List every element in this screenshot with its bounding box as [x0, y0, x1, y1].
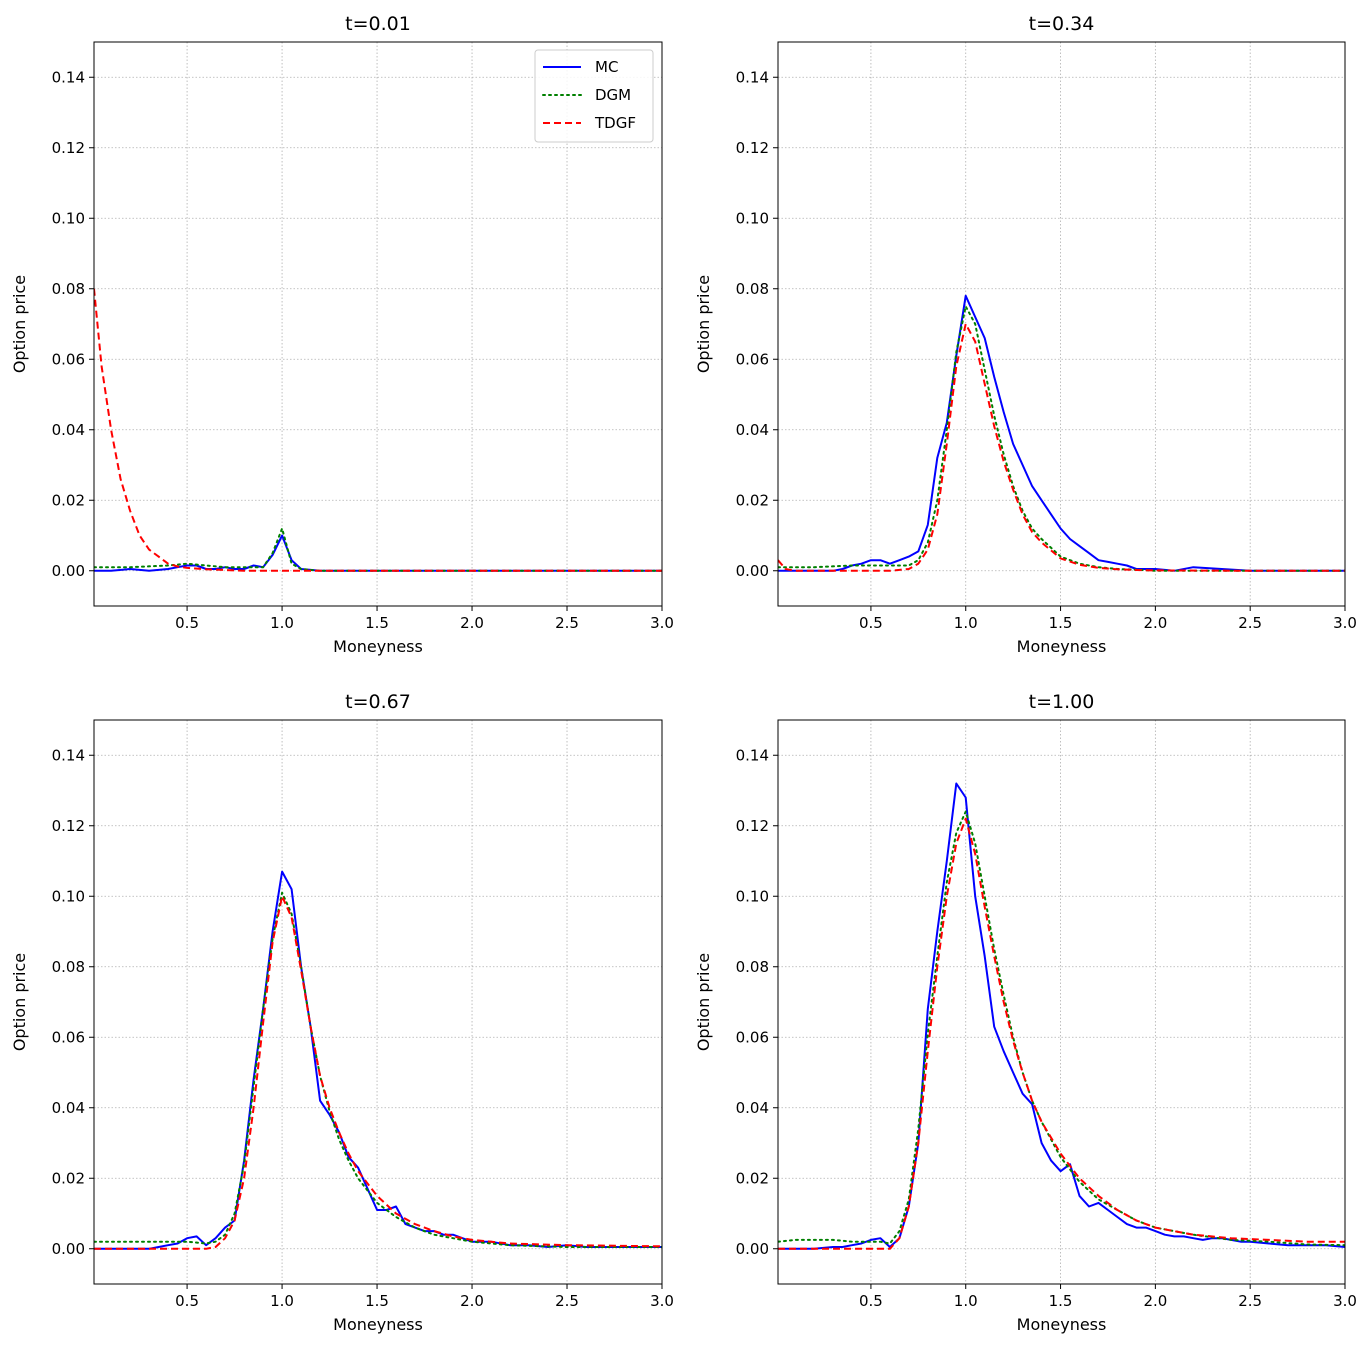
x-tick-label: 1.5	[1049, 1292, 1073, 1310]
y-tick-label: 0.08	[736, 958, 769, 976]
y-tick-label: 0.10	[52, 209, 85, 227]
legend-label-dgm: DGM	[595, 86, 631, 104]
y-tick-label: 0.12	[736, 817, 769, 835]
series-line-dgm	[778, 305, 1345, 572]
legend-label-tdgf: TDGF	[594, 114, 636, 132]
chart-panel-1: 0.5 1.0 1.5 2.0 2.5 3.0 0.00 0.02 0.04 0.06 0.08 0.…	[694, 13, 1357, 656]
series-line-dgm	[778, 810, 1345, 1247]
y-tick-label: 0.10	[736, 209, 769, 227]
x-axis-label: Moneyness	[1017, 637, 1107, 656]
y-tick-label: 0.04	[52, 421, 85, 439]
axes-frame	[93, 719, 663, 1285]
x-tick-label: 0.5	[175, 614, 199, 632]
y-tick-label: 0.08	[736, 280, 769, 298]
x-tick-label: 0.5	[859, 614, 883, 632]
x-tick-label: 0.5	[859, 1292, 883, 1310]
x-tick-label: 1.5	[365, 1292, 389, 1310]
y-axis-label: Option price	[694, 953, 713, 1051]
y-tick-label: 0.12	[52, 139, 85, 157]
series-line-tdgf	[94, 288, 662, 572]
y-tick-label: 0.00	[736, 562, 769, 580]
y-tick-label: 0.06	[52, 1028, 85, 1046]
x-tick-label: 2.0	[1143, 614, 1167, 632]
x-tick-label: 3.0	[1333, 1292, 1357, 1310]
legend-label-mc: MC	[595, 58, 618, 76]
series-line-dgm	[94, 527, 662, 572]
axes-frame	[777, 719, 1346, 1285]
y-tick-label: 0.06	[736, 350, 769, 368]
x-tick-label: 1.0	[954, 1292, 978, 1310]
axes-frame	[93, 41, 663, 607]
x-tick-label: 0.5	[175, 1292, 199, 1310]
chart-panel-0: 0.5 1.0 1.5 2.0 2.5 3.0 0.00 0.02 0.04 0.06 0.08 0.…	[10, 13, 674, 656]
y-tick-label: 0.08	[52, 958, 85, 976]
y-tick-label: 0.08	[52, 280, 85, 298]
x-tick-label: 1.5	[365, 614, 389, 632]
series-line-dgm	[94, 891, 662, 1248]
y-tick-label: 0.02	[52, 1169, 85, 1187]
panel-title: t=0.67	[345, 691, 411, 713]
x-axis-label: Moneyness	[333, 637, 423, 656]
y-tick-label: 0.06	[736, 1028, 769, 1046]
series-line-mc	[94, 870, 662, 1250]
x-axis-label: Moneyness	[333, 1315, 423, 1334]
y-tick-label: 0.00	[52, 562, 85, 580]
x-tick-label: 1.0	[954, 614, 978, 632]
y-tick-label: 0.10	[736, 887, 769, 905]
y-tick-label: 0.00	[52, 1240, 85, 1258]
x-tick-label: 3.0	[650, 1292, 674, 1310]
y-tick-label: 0.14	[52, 68, 85, 86]
x-tick-label: 1.5	[1049, 614, 1073, 632]
chart-panel-3: 0.5 1.0 1.5 2.0 2.5 3.0 0.00 0.02 0.04 0.06 0.08 0.…	[694, 691, 1357, 1334]
x-tick-label: 2.5	[555, 614, 579, 632]
x-tick-label: 2.5	[1238, 614, 1262, 632]
y-tick-label: 0.14	[52, 746, 85, 764]
panel-title: t=1.00	[1029, 691, 1095, 713]
y-tick-label: 0.04	[736, 1099, 769, 1117]
x-axis-label: Moneyness	[1017, 1315, 1107, 1334]
y-tick-label: 0.14	[736, 746, 769, 764]
y-tick-label: 0.14	[736, 68, 769, 86]
series-line-mc	[778, 782, 1345, 1250]
y-tick-label: 0.12	[52, 817, 85, 835]
y-tick-label: 0.12	[736, 139, 769, 157]
axes-frame	[777, 41, 1346, 607]
y-axis-label: Option price	[10, 275, 29, 373]
series-line-tdgf	[778, 817, 1345, 1250]
y-axis-label: Option price	[694, 275, 713, 373]
y-tick-label: 0.04	[52, 1099, 85, 1117]
series-line-tdgf	[778, 323, 1345, 572]
x-tick-label: 2.5	[1238, 1292, 1262, 1310]
x-tick-label: 2.0	[1143, 1292, 1167, 1310]
series-line-mc	[778, 294, 1345, 572]
y-tick-label: 0.04	[736, 421, 769, 439]
series-line-mc	[94, 534, 662, 572]
x-tick-label: 2.0	[460, 1292, 484, 1310]
x-tick-label: 2.5	[555, 1292, 579, 1310]
x-tick-label: 2.0	[460, 614, 484, 632]
x-tick-label: 1.0	[270, 1292, 294, 1310]
y-tick-label: 0.06	[52, 350, 85, 368]
y-tick-label: 0.02	[52, 491, 85, 509]
series-line-tdgf	[94, 895, 662, 1250]
y-tick-label: 0.02	[736, 491, 769, 509]
y-axis-label: Option price	[10, 953, 29, 1051]
y-tick-label: 0.10	[52, 887, 85, 905]
x-tick-label: 3.0	[650, 614, 674, 632]
panel-title: t=0.34	[1029, 13, 1095, 35]
x-tick-label: 3.0	[1333, 614, 1357, 632]
y-tick-label: 0.02	[736, 1169, 769, 1187]
legend: MC DGM TDGF	[534, 49, 654, 143]
x-tick-label: 1.0	[270, 614, 294, 632]
panel-title: t=0.01	[345, 13, 411, 35]
legend-box	[534, 49, 654, 143]
chart-panel-2: 0.5 1.0 1.5 2.0 2.5 3.0 0.00 0.02 0.04 0.06 0.08 0.…	[10, 691, 674, 1334]
y-tick-label: 0.00	[736, 1240, 769, 1258]
